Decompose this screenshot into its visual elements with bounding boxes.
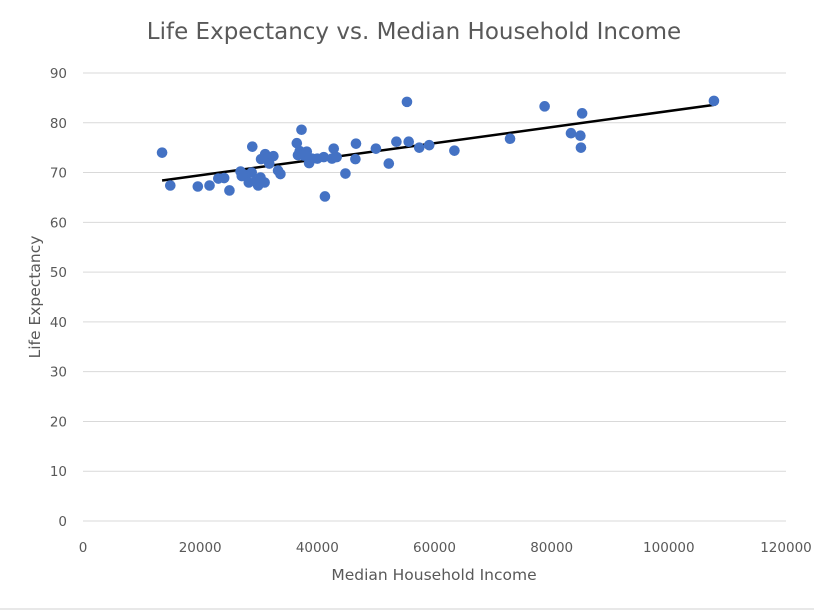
x-axis-ticks: 0 20000 40000 60000 80000 100000 120000 [79, 540, 812, 556]
data-point [218, 172, 230, 184]
data-point [575, 142, 587, 153]
data-point [423, 139, 435, 151]
x-tick-label: 100000 [643, 540, 695, 556]
data-point [340, 168, 351, 179]
data-point [224, 185, 235, 196]
data-point [576, 108, 588, 119]
y-tick-label: 80 [50, 116, 67, 132]
gridlines [83, 72, 786, 522]
data-point [413, 142, 425, 153]
data-point [403, 136, 415, 147]
x-tick-label: 120000 [760, 540, 812, 556]
y-tick-label: 20 [50, 414, 67, 430]
data-point [296, 124, 307, 136]
data-point [331, 151, 342, 163]
data-point [504, 133, 516, 145]
chart-title: Life Expectancy vs. Median Household Inc… [147, 19, 681, 45]
x-tick-label: 80000 [530, 540, 573, 556]
y-tick-label: 10 [50, 464, 67, 480]
data-point [401, 96, 413, 108]
data-point [268, 150, 279, 162]
x-tick-label: 20000 [179, 540, 222, 556]
data-point [275, 168, 286, 180]
data-point [383, 158, 395, 169]
x-tick-label: 60000 [413, 540, 456, 556]
y-tick-label: 60 [50, 215, 67, 231]
data-point [575, 130, 586, 142]
data-point [391, 136, 402, 147]
y-tick-label: 30 [50, 365, 67, 381]
data-points [156, 95, 720, 202]
data-point [192, 181, 204, 192]
data-point [449, 145, 460, 156]
data-point [350, 138, 362, 149]
data-point [259, 177, 270, 188]
y-tick-label: 0 [58, 514, 67, 530]
x-tick-label: 0 [79, 540, 88, 556]
y-tick-label: 90 [50, 66, 67, 82]
data-point [350, 153, 361, 165]
y-tick-label: 40 [50, 315, 67, 331]
data-point [204, 180, 215, 191]
data-point [291, 137, 303, 149]
data-point [164, 180, 176, 191]
data-point [246, 167, 258, 178]
data-point [328, 143, 340, 154]
y-tick-label: 50 [50, 265, 67, 281]
data-point [247, 141, 258, 152]
data-point [156, 147, 168, 158]
data-point [319, 191, 331, 202]
data-point [708, 95, 720, 107]
x-tick-label: 40000 [296, 540, 339, 556]
data-point [565, 127, 577, 139]
data-point [318, 151, 330, 163]
x-axis-label: Median Household Income [331, 566, 536, 584]
data-point [539, 101, 550, 112]
y-tick-label: 70 [50, 166, 67, 182]
data-point [370, 143, 382, 154]
y-axis-label: Life Expectancy [26, 236, 44, 359]
y-axis-ticks: 0 10 20 30 40 50 60 70 80 90 [50, 66, 67, 530]
